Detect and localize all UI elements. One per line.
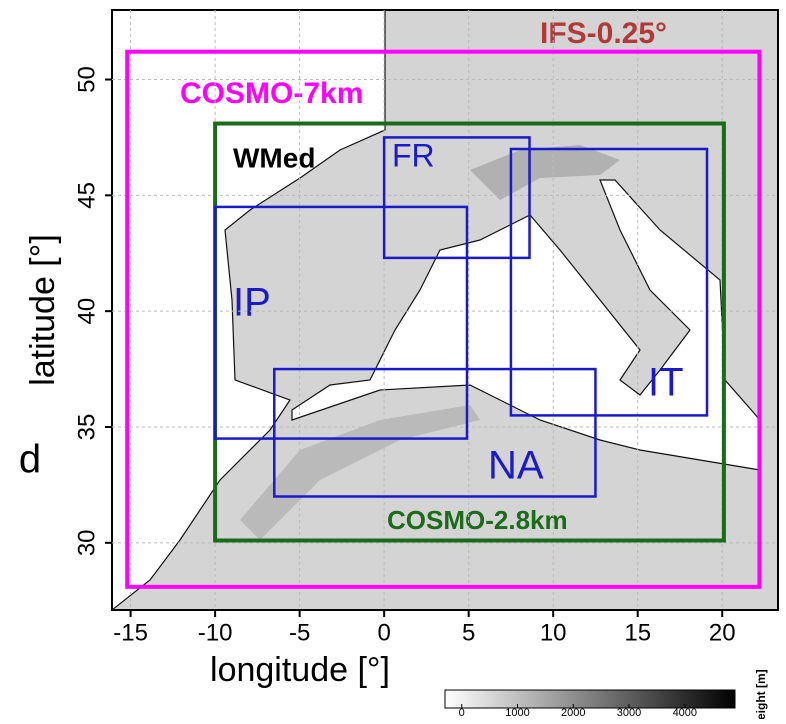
y-tick-label: 30 — [73, 529, 100, 556]
x-tick-label: -5 — [289, 619, 310, 646]
map-figure: IFS-0.25° COSMO-7km WMed COSMO-2.8km IP … — [0, 0, 786, 719]
box-label: COSMO-7km — [180, 77, 363, 110]
colorbar-tick-label: 3000 — [617, 707, 641, 719]
x-tick-label: -15 — [113, 619, 148, 646]
annotation: IFS-0.25° — [540, 17, 667, 50]
x-tick-label: 5 — [462, 619, 475, 646]
colorbar-label: Height [m] — [754, 669, 768, 719]
box-label: IT — [648, 361, 684, 405]
y-tick-label: 35 — [73, 414, 100, 441]
x-tick-label: -10 — [198, 619, 233, 646]
y-axis-label: latitude [°] — [24, 234, 62, 386]
colorbar-tick-label: 4000 — [673, 707, 697, 719]
x-axis-label: longitude [°] — [210, 651, 390, 689]
x-tick-label: 0 — [377, 619, 390, 646]
y-tick-label: 40 — [73, 298, 100, 325]
colorbar-tick-label: 2000 — [561, 707, 585, 719]
colorbar-tick-label: 1000 — [505, 707, 529, 719]
box-label: FR — [392, 137, 435, 173]
y-tick-label: 45 — [73, 182, 100, 209]
panel-letter: d — [19, 438, 41, 482]
x-tick-label: 10 — [540, 619, 567, 646]
colorbar — [445, 690, 735, 708]
box-label: IP — [233, 281, 271, 325]
colorbar-tick-label: 0 — [459, 707, 465, 719]
box-label: NA — [488, 444, 544, 488]
x-tick-label: 20 — [709, 619, 736, 646]
box-label: COSMO-2.8km — [387, 505, 568, 535]
annotation: WMed — [233, 142, 315, 173]
y-tick-label: 50 — [73, 66, 100, 93]
x-tick-label: 15 — [624, 619, 651, 646]
